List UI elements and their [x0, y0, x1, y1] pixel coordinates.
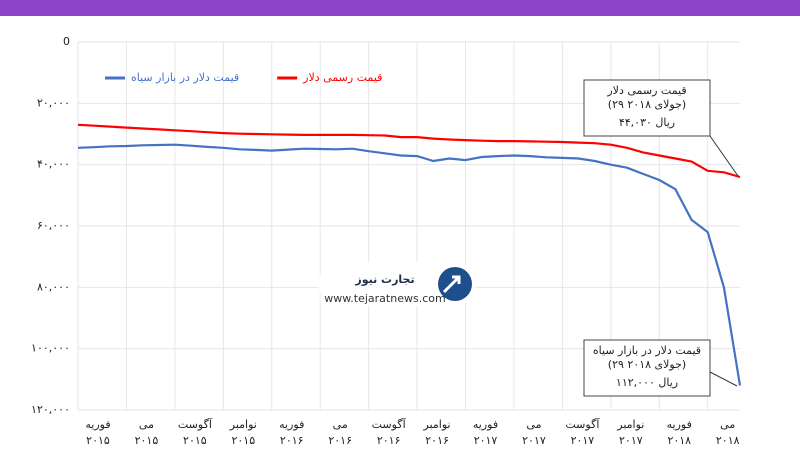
legend: قیمت دلار در بازار سیاه قیمت رسمی دلار: [105, 71, 382, 84]
annotation-text: ۱۱۲,۰۰۰ ریال: [616, 376, 678, 389]
series-line: [77, 123, 741, 179]
top-bar: [0, 0, 800, 16]
annotation-box: [583, 339, 711, 397]
x-tick-label: ۲۰۱۶: [377, 434, 401, 447]
legend-label: قیمت دلار در بازار سیاه: [131, 71, 239, 84]
lines: [77, 123, 742, 386]
x-tick-label: فوریه: [279, 418, 304, 431]
x-tick-label: نوامبر: [423, 418, 451, 431]
x-tick-label: ۲۰۱۶: [425, 434, 449, 447]
x-tick-label: می: [526, 418, 541, 431]
y-tick-label: 0: [63, 35, 70, 48]
annotation-arrow: [709, 371, 738, 387]
x-tick-label: فوریه: [667, 418, 692, 431]
x-tick-label: ۲۰۱۷: [474, 434, 498, 447]
x-tick-label: می: [139, 418, 154, 431]
x-tick-label: ۲۰۱۵: [135, 434, 159, 447]
x-tick-label: آگوست: [565, 417, 600, 431]
series-line: [77, 143, 742, 386]
legend-label: قیمت رسمی دلار: [302, 71, 382, 84]
x-tick-label: ۲۰۱۵: [86, 434, 110, 447]
annotation-text: قیمت دلار در بازار سیاه: [593, 344, 701, 357]
x-tick-label: نوامبر: [616, 418, 644, 431]
y-tick-label: ۱۲۰,۰۰۰: [31, 403, 70, 416]
annotations: قیمت رسمی دلار (۲۹ جولای ۲۰۱۸) ۴۴,۰۳۰ ری…: [583, 79, 739, 397]
x-tick-label: آگوست: [372, 417, 407, 431]
logo-arrow: [442, 275, 461, 294]
x-tick-label: ۲۰۱۶: [280, 434, 304, 447]
x-tick-label: ۲۰۱۷: [571, 434, 595, 447]
x-tick-label: ۲۰۱۶: [328, 434, 352, 447]
x-tick-label: ۲۰۱۵: [231, 434, 255, 447]
logo-bg: [318, 262, 476, 306]
x-tick-label: نوامبر: [229, 418, 257, 431]
logo-url: www.tejaratnews.com: [324, 292, 445, 305]
y-tick-label: ۶۰,۰۰۰: [37, 219, 70, 232]
y-tick-label: ۴۰,۰۰۰: [37, 158, 70, 171]
annotation-text: قیمت رسمی دلار: [606, 84, 686, 97]
annotation-text: (۲۹ جولای ۲۰۱۸): [608, 358, 686, 371]
y-tick-label: ۸۰,۰۰۰: [37, 280, 70, 293]
x-tick-label: می: [720, 418, 735, 431]
logo-name: تجارت نیوز: [354, 273, 414, 286]
x-tick-label: ۲۰۱۵: [183, 434, 207, 447]
logo-icon: [438, 267, 472, 301]
x-tick-label: می: [333, 418, 348, 431]
logo: تجارت نیوز www.tejaratnews.com: [318, 262, 476, 306]
annotation-box: [583, 79, 711, 137]
x-tick-label: فوریه: [473, 418, 498, 431]
x-tick-label: ۲۰۱۸: [716, 434, 740, 447]
x-tick-label: ۲۰۱۸: [667, 434, 691, 447]
y-tick-label: ۱۰۰,۰۰۰: [31, 342, 70, 355]
x-tick-label: فوریه: [85, 418, 110, 431]
annotation-text: (۲۹ جولای ۲۰۱۸): [608, 98, 686, 111]
x-tick-label: آگوست: [178, 417, 213, 431]
annotation-arrow: [709, 135, 739, 177]
x-tick-label: ۲۰۱۷: [522, 434, 546, 447]
y-tick-label: ۲۰,۰۰۰: [37, 96, 70, 109]
x-tick-label: ۲۰۱۷: [619, 434, 643, 447]
annotation-text: ۴۴,۰۳۰ ریال: [619, 116, 675, 129]
